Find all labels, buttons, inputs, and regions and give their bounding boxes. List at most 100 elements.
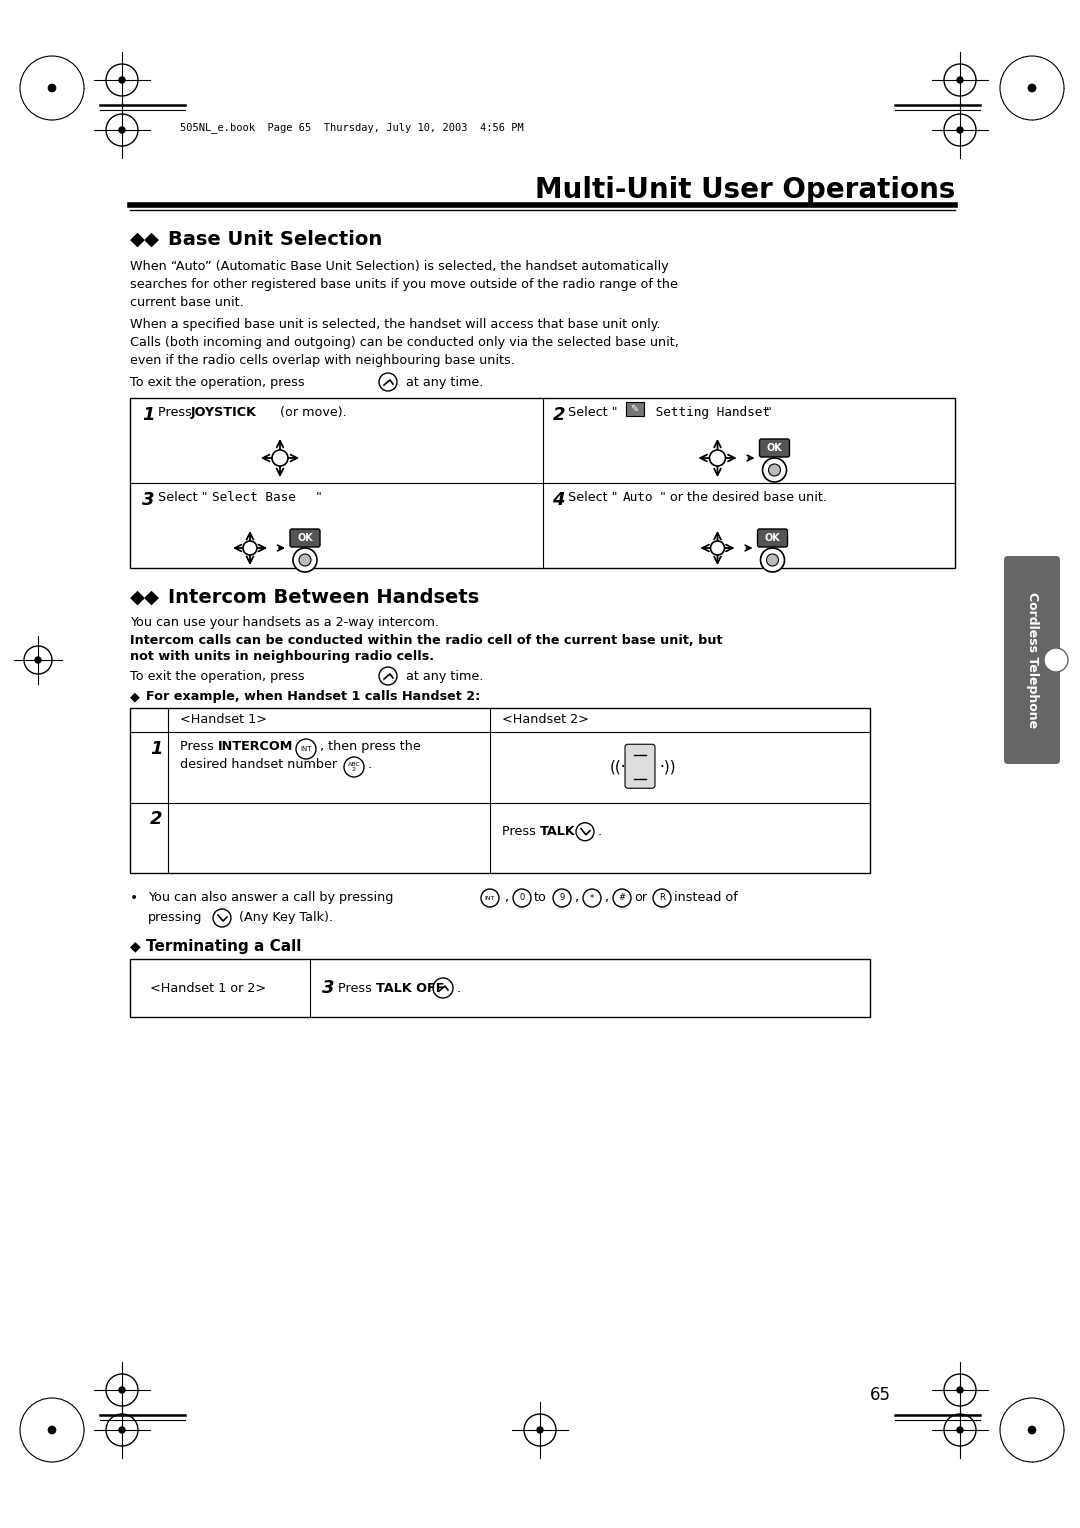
Text: 505NL_e.book  Page 65  Thursday, July 10, 2003  4:56 PM: 505NL_e.book Page 65 Thursday, July 10, …: [180, 122, 524, 133]
FancyBboxPatch shape: [757, 529, 787, 547]
Text: 2: 2: [150, 810, 162, 828]
Text: 3: 3: [141, 490, 154, 509]
Circle shape: [711, 541, 725, 555]
FancyArrowPatch shape: [714, 533, 720, 545]
Text: ◆: ◆: [130, 940, 140, 953]
Circle shape: [48, 84, 56, 92]
Text: R: R: [659, 894, 665, 903]
Text: JOYSTICK: JOYSTICK: [191, 406, 257, 419]
Circle shape: [1028, 1426, 1036, 1433]
Circle shape: [1044, 648, 1068, 672]
Text: ◆◆: ◆◆: [130, 231, 160, 249]
Text: 3: 3: [322, 979, 335, 996]
Text: *: *: [590, 894, 594, 903]
Text: Press: Press: [180, 740, 218, 753]
Text: ·)): ·)): [660, 759, 676, 775]
FancyBboxPatch shape: [625, 402, 644, 416]
Text: 1: 1: [150, 740, 162, 758]
Circle shape: [769, 465, 781, 477]
Bar: [130, 707, 870, 872]
Circle shape: [272, 451, 288, 466]
Text: OK: OK: [297, 533, 313, 542]
FancyArrowPatch shape: [276, 461, 283, 475]
Circle shape: [243, 541, 257, 555]
Text: To exit the operation, press: To exit the operation, press: [130, 669, 305, 683]
Circle shape: [293, 549, 318, 571]
Text: 4: 4: [553, 490, 565, 509]
Circle shape: [119, 76, 125, 83]
Text: When “Auto” (Automatic Base Unit Selection) is selected, the handset automatical: When “Auto” (Automatic Base Unit Selecti…: [130, 260, 678, 309]
Circle shape: [1000, 57, 1064, 121]
FancyArrowPatch shape: [714, 461, 720, 475]
Circle shape: [1000, 1398, 1064, 1462]
Text: Select ": Select ": [568, 406, 618, 419]
Text: pressing: pressing: [148, 911, 202, 924]
Text: ,: ,: [504, 891, 508, 905]
Text: at any time.: at any time.: [402, 669, 484, 683]
FancyArrowPatch shape: [720, 544, 732, 552]
Text: 2: 2: [553, 406, 565, 423]
Text: To exit the operation, press: To exit the operation, press: [130, 376, 305, 390]
Text: INTERCOM: INTERCOM: [218, 740, 294, 753]
Text: 1: 1: [141, 406, 154, 423]
Circle shape: [119, 127, 125, 133]
Circle shape: [35, 657, 41, 663]
Text: <Handset 1>: <Handset 1>: [180, 714, 267, 726]
FancyArrowPatch shape: [276, 440, 283, 455]
Circle shape: [957, 1427, 963, 1433]
Text: •: •: [130, 891, 138, 905]
Text: INT: INT: [300, 746, 312, 752]
Text: ": ": [316, 490, 322, 504]
Circle shape: [710, 451, 726, 466]
Circle shape: [119, 1427, 125, 1433]
Text: Press: Press: [158, 406, 195, 419]
Text: Press: Press: [338, 981, 376, 995]
Circle shape: [957, 76, 963, 83]
Text: ✎: ✎: [631, 403, 638, 414]
Text: not with units in neighbouring radio cells.: not with units in neighbouring radio cel…: [130, 649, 434, 663]
FancyArrowPatch shape: [262, 455, 278, 461]
Text: .: .: [457, 981, 461, 995]
Text: 0: 0: [519, 894, 525, 903]
Text: Select ": Select ": [568, 490, 618, 504]
Text: instead of: instead of: [674, 891, 738, 905]
FancyBboxPatch shape: [291, 529, 320, 547]
Text: OK: OK: [765, 533, 781, 542]
Text: You can use your handsets as a 2-way intercom.: You can use your handsets as a 2-way int…: [130, 616, 438, 630]
Text: Cordless Telephone: Cordless Telephone: [1026, 591, 1039, 727]
Text: (or move).: (or move).: [276, 406, 347, 419]
FancyArrowPatch shape: [702, 544, 715, 552]
Bar: [130, 960, 870, 1018]
FancyArrowPatch shape: [714, 440, 720, 455]
Text: Select ": Select ": [158, 490, 207, 504]
FancyArrowPatch shape: [246, 550, 254, 564]
Text: <Handset 1 or 2>: <Handset 1 or 2>: [150, 981, 266, 995]
Text: at any time.: at any time.: [402, 376, 484, 390]
Text: INT: INT: [485, 895, 496, 900]
Circle shape: [48, 1426, 56, 1433]
Text: 65: 65: [870, 1386, 891, 1404]
FancyArrowPatch shape: [283, 455, 297, 461]
Text: TALK OFF: TALK OFF: [376, 981, 445, 995]
Text: Intercom calls can be conducted within the radio cell of the current base unit, : Intercom calls can be conducted within t…: [130, 634, 723, 646]
FancyBboxPatch shape: [625, 744, 654, 788]
Text: desired handset number: desired handset number: [180, 758, 337, 772]
Circle shape: [760, 549, 784, 571]
Text: , then press the: , then press the: [320, 740, 421, 753]
FancyBboxPatch shape: [759, 439, 789, 457]
Text: When a specified base unit is selected, the handset will access that base unit o: When a specified base unit is selected, …: [130, 318, 679, 367]
FancyArrowPatch shape: [246, 533, 254, 545]
Circle shape: [299, 555, 311, 565]
Text: .: .: [598, 825, 603, 839]
FancyArrowPatch shape: [700, 455, 715, 461]
Text: ◆◆: ◆◆: [130, 588, 160, 607]
Text: ◆: ◆: [130, 691, 139, 703]
FancyArrowPatch shape: [234, 544, 247, 552]
Text: Setting Handset: Setting Handset: [648, 406, 769, 419]
Circle shape: [21, 57, 84, 121]
Text: ": ": [766, 406, 771, 419]
Text: Intercom Between Handsets: Intercom Between Handsets: [168, 588, 480, 607]
Text: You can also answer a call by pressing: You can also answer a call by pressing: [148, 891, 393, 905]
FancyArrowPatch shape: [253, 544, 266, 552]
Text: <Handset 2>: <Handset 2>: [502, 714, 589, 726]
